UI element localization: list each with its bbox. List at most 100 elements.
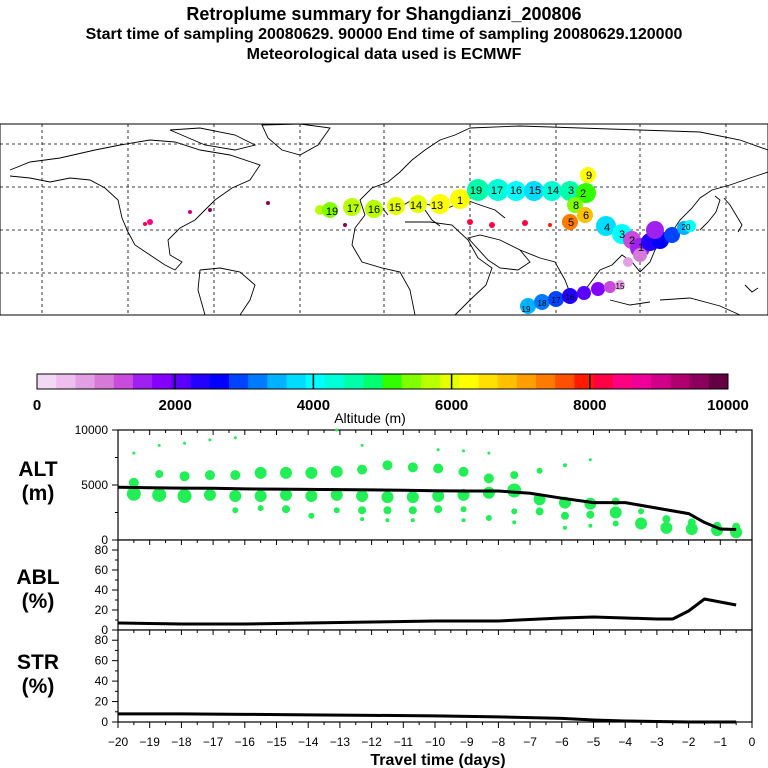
y-tick-label: 80: [95, 633, 109, 647]
trajectory-day-label: 16: [566, 293, 575, 302]
altitude-scatter-point: [128, 477, 139, 488]
colorbar-swatch: [574, 374, 595, 389]
altitude-scatter-point: [485, 515, 492, 521]
x-tick-label: −10: [425, 735, 446, 749]
altitude-scatter-point: [562, 463, 567, 468]
trajectory-day-label: 15: [389, 202, 401, 214]
trajectory-day-label: 16: [368, 204, 380, 216]
altitude-scatter-point: [512, 520, 517, 525]
trajectory-marker: [580, 167, 596, 183]
colorbar-swatch: [152, 374, 172, 389]
x-tick-label: −11: [394, 735, 414, 749]
altitude-scatter-point: [305, 490, 318, 502]
colorbar-swatch: [593, 374, 614, 389]
altitude-scatter-point: [381, 491, 394, 504]
colorbar-swatch: [305, 374, 326, 389]
altitude-scatter-point: [232, 507, 239, 514]
colorbar-swatch: [420, 374, 441, 389]
altitude-scatter-point: [360, 517, 365, 522]
trajectory-day-label: 16: [510, 185, 522, 197]
altitude-scatter-point: [385, 518, 390, 523]
y-tick-label: 40: [95, 674, 109, 688]
panel-str: 0 20 40 60 80: [95, 629, 753, 729]
y-tick-label: 20: [95, 695, 109, 709]
x-tick-label: −13: [330, 735, 351, 749]
panel-alt: 0 5000 10000: [75, 423, 753, 547]
trajectory-day-label: 2: [580, 188, 586, 200]
colorbar-swatch: [286, 374, 307, 389]
travel-time-axis: −20 −19 −18 −17 −16 −15 −14 −13 −12 −11 −10 −9 −8 −7−…: [108, 430, 756, 749]
altitude-scatter-point: [536, 467, 543, 474]
altitude-scatter-point: [383, 506, 392, 515]
trajectory-marker: [548, 291, 564, 307]
altitude-scatter-point: [562, 525, 567, 530]
altitude-scatter-point: [330, 488, 343, 501]
alt-panel-unit: (m): [22, 482, 55, 505]
trajectory-day-label: 9: [586, 170, 592, 182]
y-tick-label: 20: [95, 603, 109, 617]
altitude-scatter-point: [330, 465, 343, 478]
trajectory-day-label: 14: [410, 200, 422, 212]
altitude-scatter-point: [406, 491, 419, 504]
trajectory-marker: [524, 181, 544, 201]
trajectory-day-label: 5: [568, 217, 574, 229]
trajectory-marker: [188, 210, 192, 214]
altitude-scatter-point: [462, 449, 466, 453]
colorbar-swatch: [132, 374, 153, 389]
trajectory-marker: [520, 298, 536, 314]
trajectory-marker: [615, 280, 625, 290]
trajectory-day-label: 18: [538, 299, 547, 308]
trajectory-marker: [562, 214, 578, 230]
trajectory-day-label: 2: [629, 235, 635, 247]
altitude-scatter-point: [230, 470, 241, 481]
trajectory-marker: [562, 288, 578, 304]
trajectory-marker: [322, 202, 338, 218]
colorbar-swatch: [651, 374, 671, 389]
trajectory-marker: [143, 222, 147, 226]
colorbar-swatch: [94, 374, 115, 389]
trajectory-marker: [560, 181, 580, 201]
abl-panel-unit: (%): [22, 590, 55, 613]
altitude-scatter-point: [507, 483, 522, 498]
colorbar-swatch: [459, 374, 479, 389]
trajectory-marker: [409, 195, 427, 213]
trajectory-day-label: 17: [491, 185, 503, 197]
colorbar-tick-label: 8000: [573, 397, 606, 414]
trajectory-day-label: 15: [529, 185, 541, 197]
trajectory-marker: [343, 223, 347, 227]
y-tick-label: 0: [101, 715, 108, 729]
altitude-scatter-point: [433, 463, 444, 474]
altitude-scatter-point: [308, 512, 315, 519]
y-tick-label: 40: [95, 583, 109, 597]
colorbar-swatch: [536, 374, 556, 389]
altitude-colorbar: 0 2000 4000 6000 8000 10000 Altitude (m): [33, 373, 749, 426]
y-tick-label: 60: [95, 563, 109, 577]
x-tick-label: −7: [523, 735, 537, 749]
colorbar-swatch: [516, 374, 537, 389]
altitude-scatter-point: [535, 507, 544, 516]
altitude-scatter-point: [280, 466, 293, 479]
x-tick-label: −2: [682, 735, 696, 749]
colorbar-tick-label: 2000: [159, 397, 192, 414]
y-tick-label: 10000: [75, 423, 109, 437]
colorbar-tick-label: 0: [33, 397, 41, 414]
colorbar-swatch: [363, 374, 383, 389]
altitude-scatter-point: [208, 438, 212, 442]
trajectory-day-label: 1: [457, 195, 463, 207]
colorbar-swatch: [171, 374, 192, 389]
altitude-scatter-point: [183, 441, 187, 445]
trajectory-marker: [365, 200, 383, 218]
sampling-time-subtitle: Start time of sampling 20080629. 90000 E…: [85, 26, 683, 43]
trajectory-marker: [591, 282, 605, 296]
trajectory-day-label: 3: [619, 229, 625, 241]
trajectory-marker: [208, 208, 212, 212]
trajectory-marker: [147, 219, 153, 225]
altitude-scatter-point: [356, 490, 369, 502]
trajectory-day-label: 3: [568, 185, 574, 197]
altitude-scatter-point: [282, 505, 291, 514]
colorbar-swatch: [56, 374, 76, 389]
altitude-scatter-point: [407, 462, 418, 473]
y-tick-label: 5000: [81, 478, 108, 492]
x-tick-label: −12: [361, 735, 382, 749]
